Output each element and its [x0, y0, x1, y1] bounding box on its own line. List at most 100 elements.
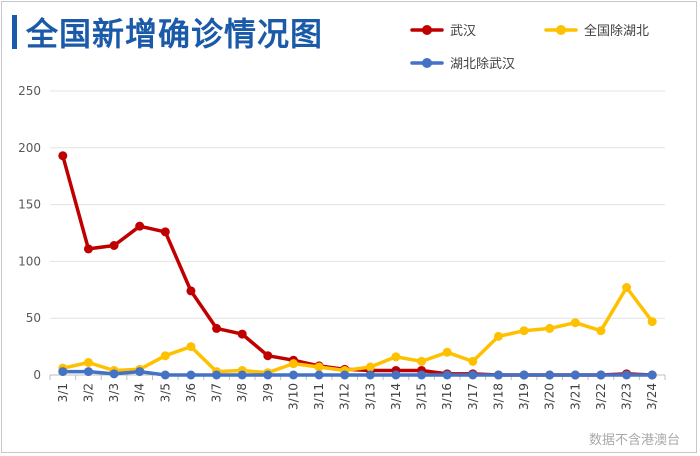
series-line [61, 154, 654, 377]
series-3 [58, 367, 657, 380]
x-tick-label: 3/6 [184, 383, 198, 402]
chart-title: 全国新增确诊情况图 [26, 15, 324, 53]
series-2 [58, 283, 657, 378]
data-point [83, 358, 93, 368]
x-tick-label: 3/10 [286, 383, 300, 410]
x-tick-label: 3/11 [312, 383, 326, 410]
data-point [263, 370, 273, 380]
data-point [647, 370, 657, 380]
data-point [622, 283, 632, 293]
data-point [596, 326, 606, 336]
data-point [391, 370, 401, 380]
x-tick-label: 3/15 [415, 383, 429, 410]
x-tick-label: 3/24 [645, 383, 659, 410]
x-tick-label: 3/16 [440, 383, 454, 410]
data-point [263, 351, 273, 361]
x-tick-label: 3/3 [107, 383, 121, 402]
data-point [160, 227, 170, 237]
x-tick-label: 3/5 [158, 383, 172, 402]
legend-label: 全国除湖北 [584, 23, 649, 39]
legend-marker [422, 25, 432, 35]
data-point [417, 370, 427, 380]
x-tick-label: 3/18 [491, 383, 505, 410]
data-point [109, 240, 119, 250]
data-point [160, 370, 170, 380]
legend-label: 武汉 [450, 24, 476, 39]
y-tick-label: 250 [18, 84, 41, 98]
series-group [58, 151, 657, 380]
data-point [442, 347, 452, 357]
x-axis: 3/1 3/2 3/3 3/4 3/5 3/6 3/7 3/8 3/9 3/10 3/11 3/12 3… [49, 374, 666, 410]
footnote: 数据不含港澳台 [588, 433, 680, 448]
x-tick-label: 3/1 [56, 383, 70, 402]
series-line [61, 369, 654, 377]
y-axis: 0 50 100 150 200 250 [18, 84, 41, 382]
data-point [58, 151, 68, 161]
data-point [468, 356, 478, 366]
x-tick-label: 3/12 [338, 383, 352, 410]
legend-item-3: 湖北除武汉 [410, 57, 515, 72]
data-point [186, 370, 196, 380]
data-point [83, 367, 93, 377]
data-point [596, 370, 606, 380]
data-point [314, 370, 324, 380]
legend-marker [556, 25, 566, 35]
x-tick-label: 3/22 [594, 383, 608, 410]
data-point [365, 370, 375, 380]
data-point [493, 370, 503, 380]
series-1 [58, 151, 657, 380]
x-tick-label: 3/8 [235, 383, 249, 402]
data-point [570, 318, 580, 328]
data-point [109, 369, 119, 379]
x-tick-label: 3/2 [81, 383, 95, 402]
legend-marker [422, 58, 432, 68]
y-tick-label: 50 [26, 311, 41, 325]
data-point [83, 244, 93, 254]
legend-label: 湖北除武汉 [450, 57, 515, 72]
data-point [622, 370, 632, 380]
legend-item-1: 武汉 [410, 24, 476, 39]
x-tick-label: 3/19 [517, 383, 531, 410]
x-tick-label: 3/7 [210, 383, 224, 402]
x-tick-label: 3/17 [466, 383, 480, 410]
data-point [545, 323, 555, 333]
data-point [519, 326, 529, 336]
legend-item-2: 全国除湖北 [544, 23, 649, 39]
x-tick-label: 3/23 [620, 383, 634, 410]
data-point [468, 370, 478, 380]
data-point [365, 362, 375, 372]
data-point [647, 317, 657, 327]
data-point [186, 286, 196, 296]
data-point [212, 323, 222, 333]
data-point [288, 359, 298, 369]
title-accent-bar [12, 15, 17, 49]
y-tick-label: 100 [18, 254, 41, 268]
x-tick-label: 3/14 [389, 383, 403, 410]
data-point [212, 370, 222, 380]
y-tick-label: 150 [18, 198, 41, 212]
data-point [186, 342, 196, 352]
data-point [288, 370, 298, 380]
data-point [417, 356, 427, 366]
data-point [570, 370, 580, 380]
data-point [442, 370, 452, 380]
y-tick-label: 200 [18, 141, 41, 155]
data-point [545, 370, 555, 380]
y-tick-label: 0 [33, 368, 41, 382]
data-point [135, 221, 145, 231]
data-point [519, 370, 529, 380]
x-tick-label: 3/4 [133, 383, 147, 402]
x-tick-label: 3/21 [568, 383, 582, 410]
data-point [237, 329, 247, 339]
data-point [493, 331, 503, 341]
x-tick-label: 3/13 [363, 383, 377, 410]
series-line [61, 285, 654, 375]
data-point [135, 367, 145, 377]
data-point [314, 362, 324, 372]
data-point [391, 352, 401, 362]
grid-lines [50, 90, 665, 319]
x-tick-label: 3/9 [261, 383, 275, 402]
